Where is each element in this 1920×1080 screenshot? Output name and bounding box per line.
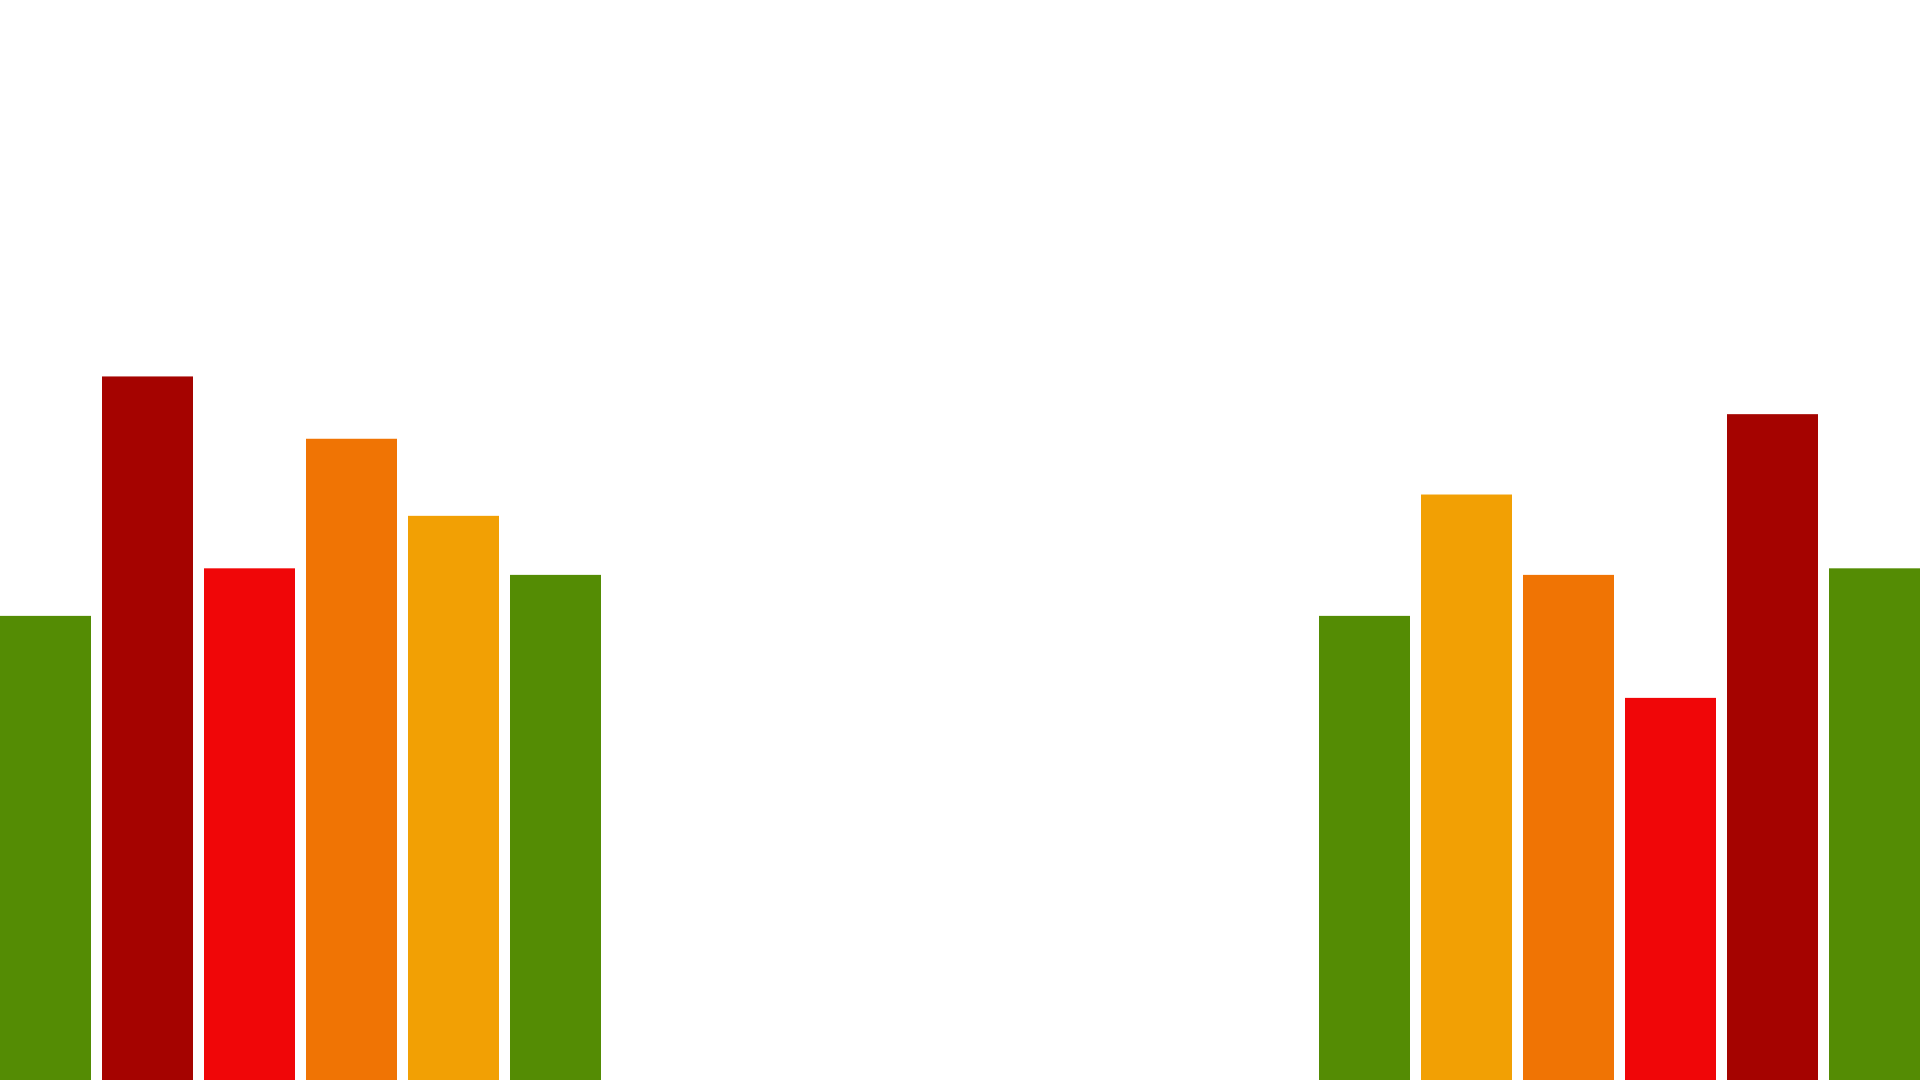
bar-left-4 [306,438,397,1080]
bar-left-1 [0,615,91,1080]
bar-right-2 [1421,494,1512,1080]
bar-right-1 [1319,615,1410,1080]
bar-right-3 [1523,574,1614,1080]
bar-left-6 [510,574,601,1080]
bar-group-left [0,376,601,1080]
bar-right-6 [1829,568,1920,1080]
bar-group-right [1319,414,1920,1080]
bar-left-5 [408,515,499,1080]
bar-left-3 [204,568,295,1080]
bar-left-2 [102,376,193,1080]
bar-right-4 [1625,697,1716,1080]
bar-right-5 [1727,414,1818,1080]
